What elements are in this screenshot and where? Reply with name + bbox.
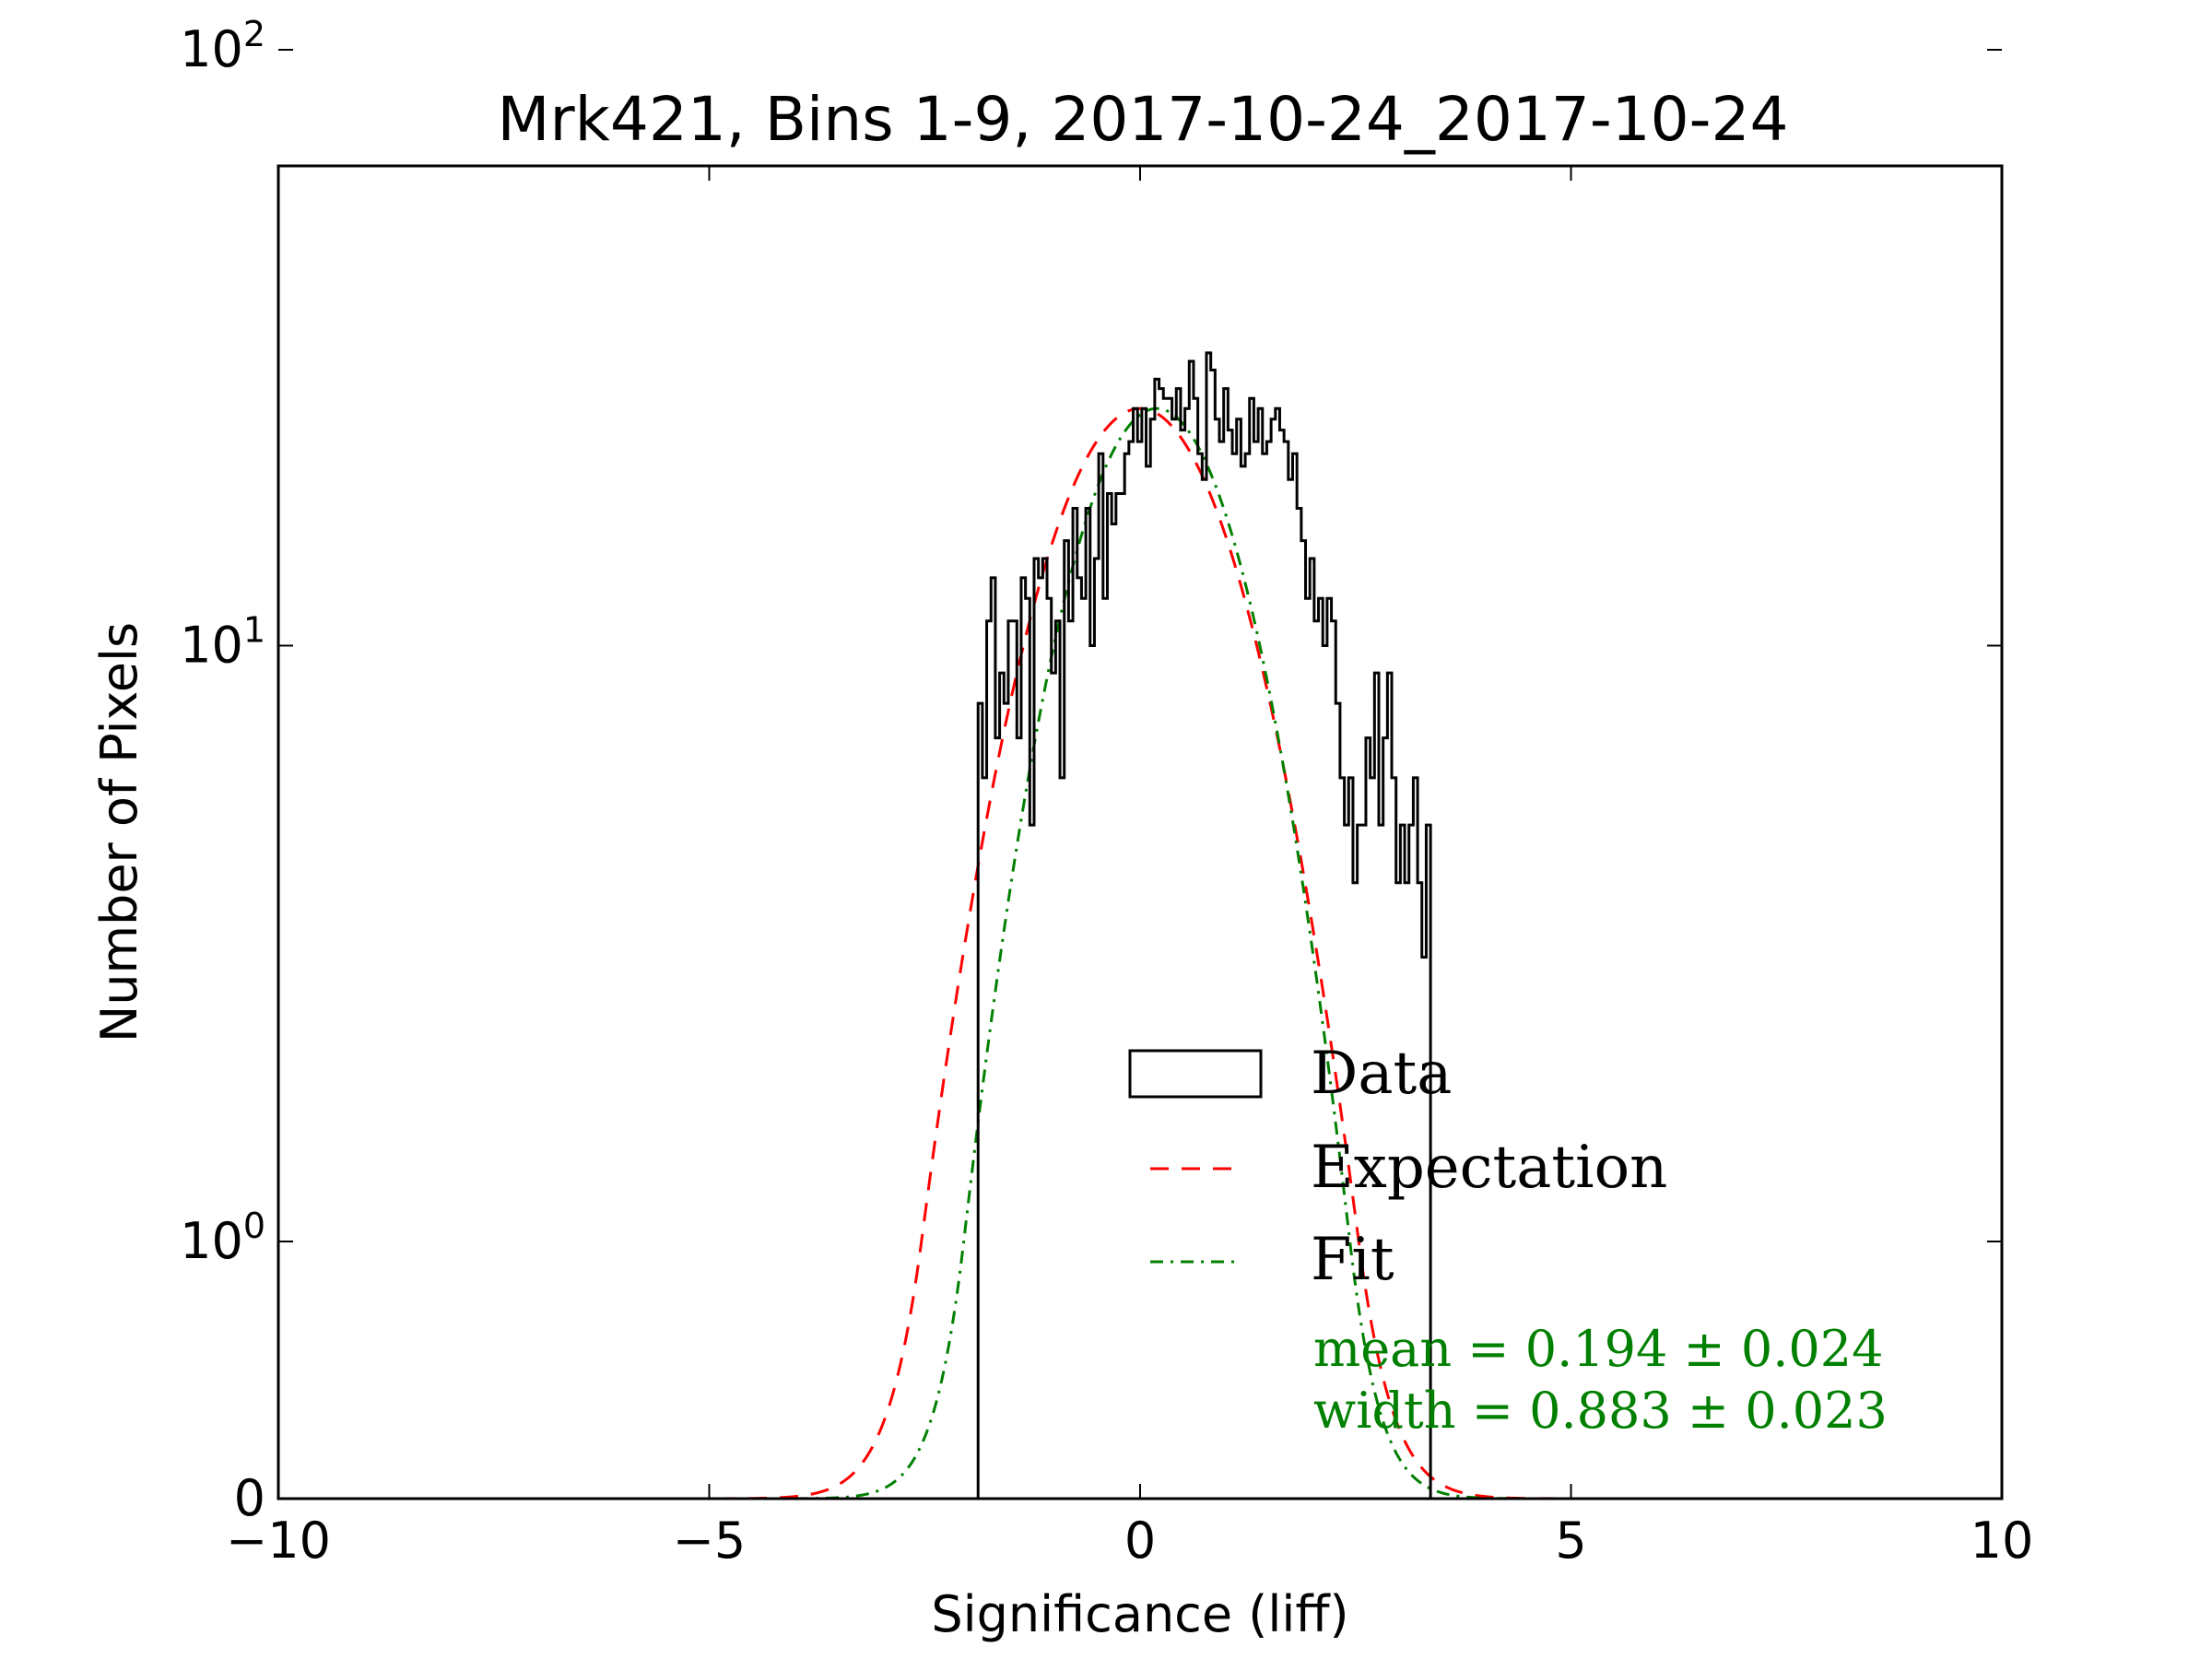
x-tick-label: 5	[1555, 1512, 1586, 1570]
plot-frame	[276, 164, 2004, 1500]
y-tick-label: 102	[180, 14, 265, 78]
fit-mean-annotation: mean = 0.194 ± 0.024	[1313, 1320, 1883, 1378]
y-tick-label: 100	[180, 1206, 265, 1270]
legend-data-swatch	[1128, 1049, 1263, 1099]
x-axis-label: Significance (liff)	[931, 1585, 1348, 1643]
x-tick-label: 10	[1971, 1512, 2034, 1570]
legend-data-label: Data	[1311, 1040, 1452, 1108]
y-axis-label: Number of Pixels	[90, 622, 148, 1042]
x-tick-label: −5	[673, 1512, 747, 1570]
x-tick-label: 0	[1124, 1512, 1156, 1570]
x-tick-label: −10	[226, 1512, 331, 1570]
y-tick-label: 101	[180, 610, 265, 675]
histogram-data	[976, 351, 1432, 1499]
chart-title: Mrk421, Bins 1-9, 2017-10-24_2017-10-24	[498, 84, 1789, 155]
legend-expectation-label: Expectation	[1311, 1134, 1667, 1202]
y-tick-label: 0	[234, 1469, 265, 1527]
fit-width-annotation: width = 0.883 ± 0.023	[1313, 1382, 1888, 1440]
legend: Data Expectation Fit mean = 0.194 ± 0.02…	[1128, 1040, 1888, 1440]
legend-fit-label: Fit	[1311, 1226, 1394, 1294]
